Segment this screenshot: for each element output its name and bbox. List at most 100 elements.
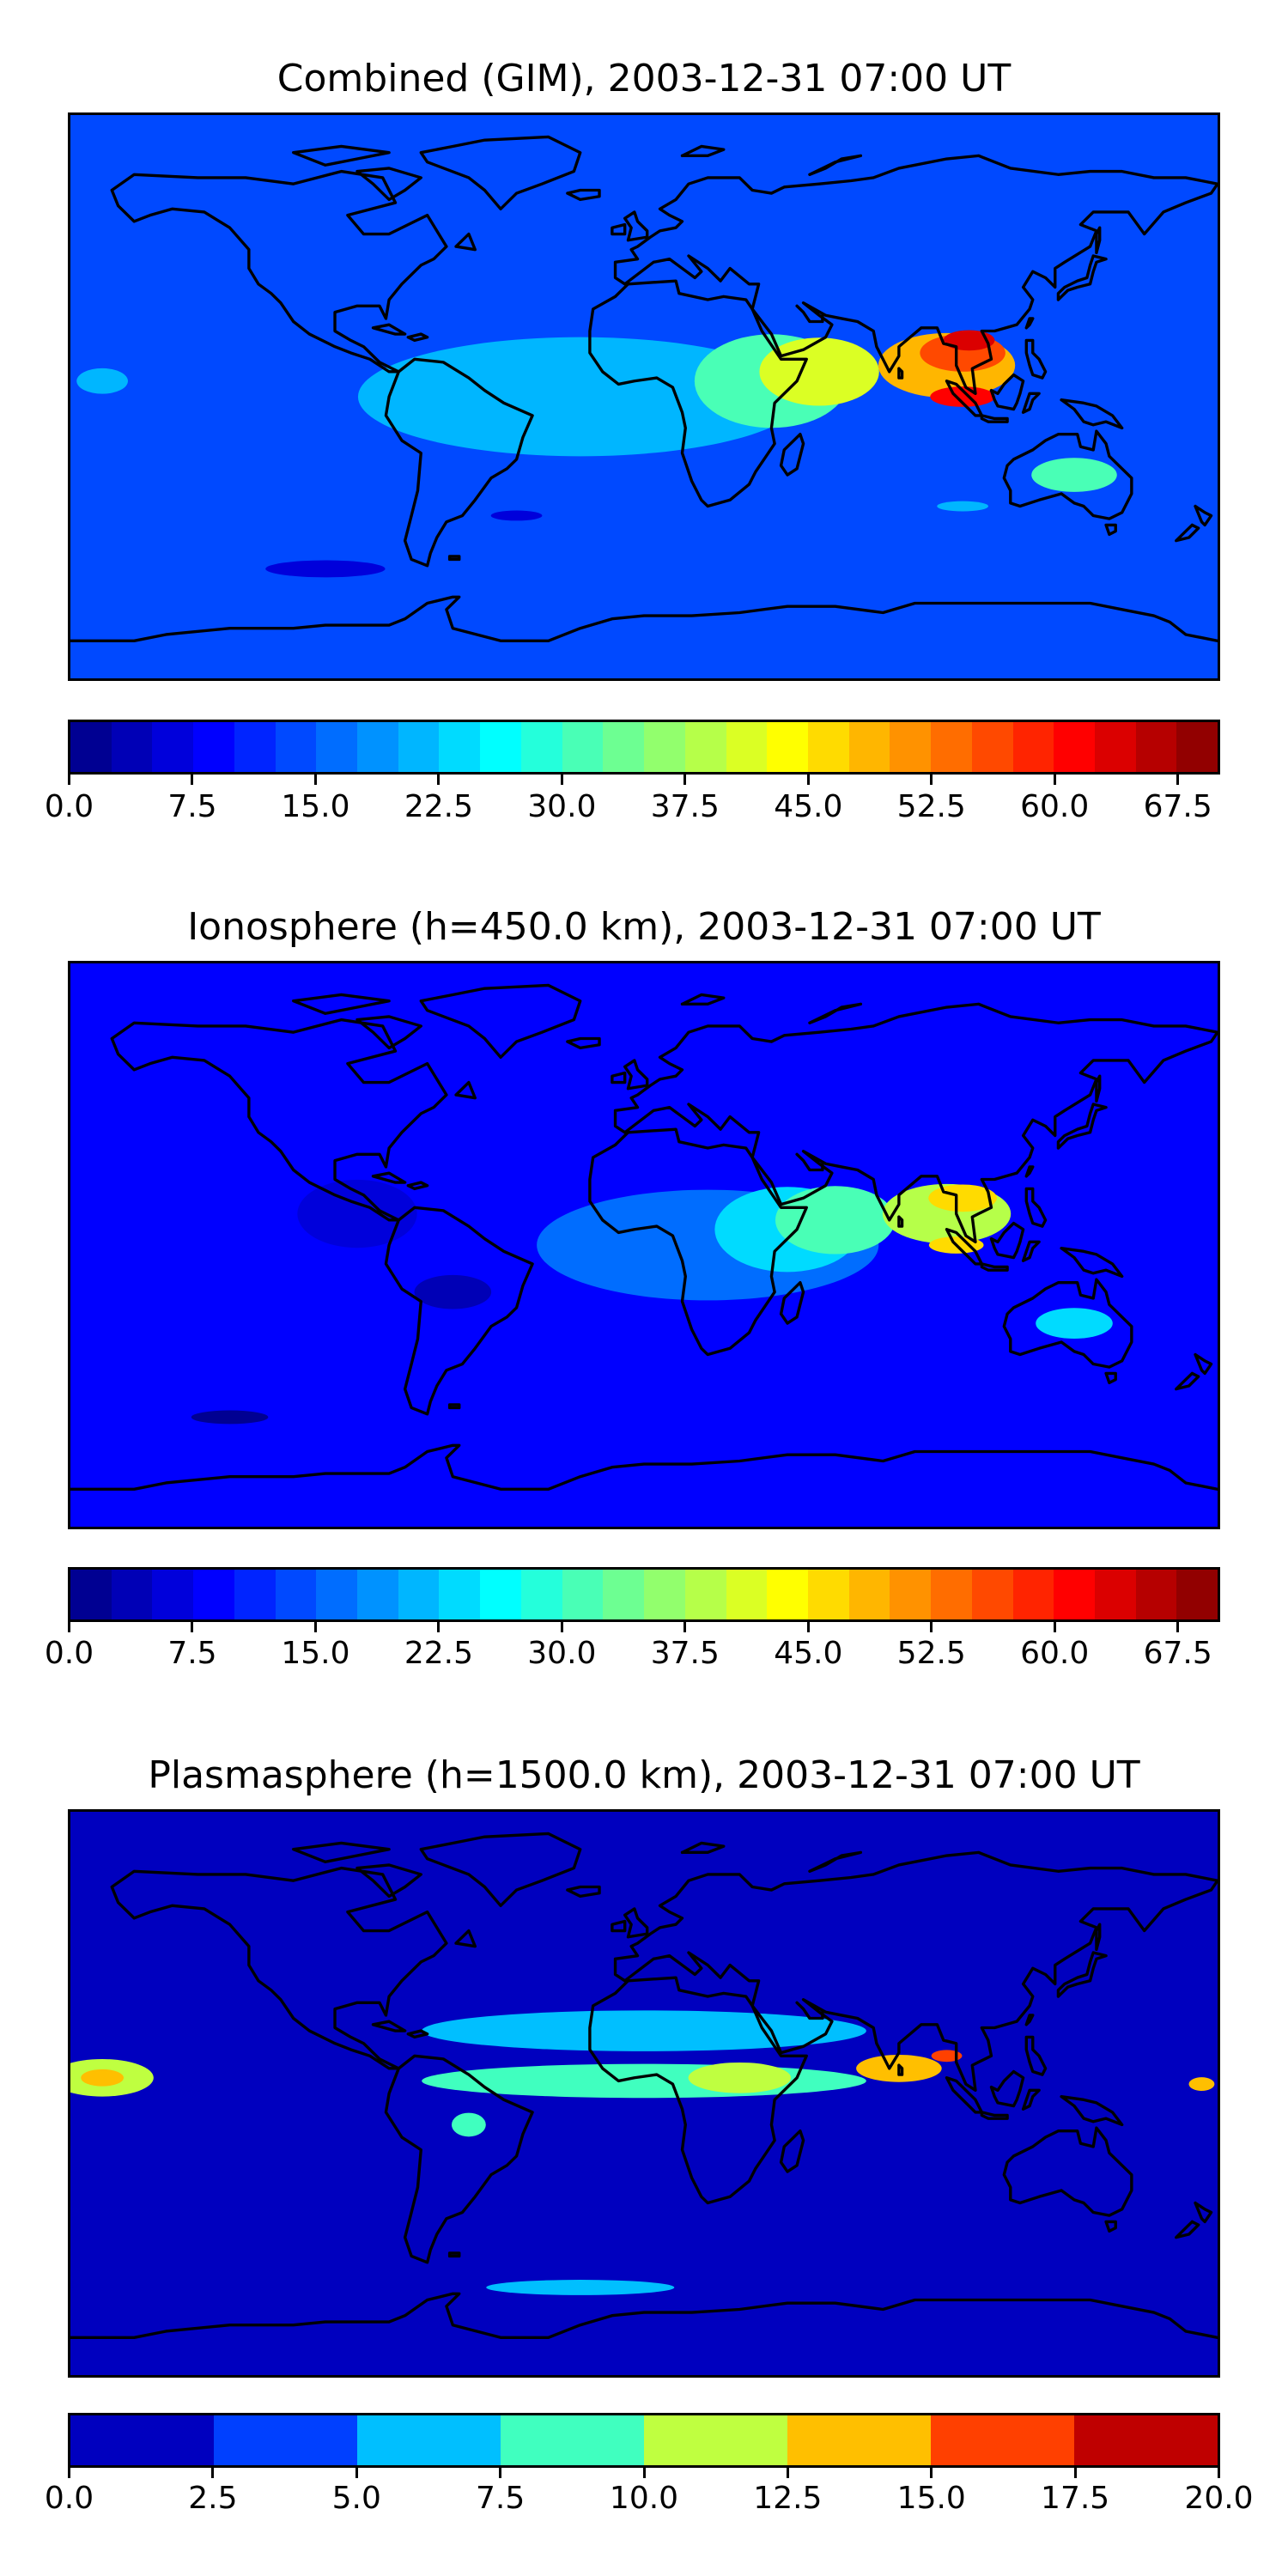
colorbar-segment: [931, 1570, 972, 1619]
colorbar-segment: [726, 722, 768, 772]
coastline-borneo: [989, 2069, 1025, 2108]
colorbar-segment: [316, 722, 358, 772]
colorbar-tick: [191, 1622, 194, 1632]
colorbar-tick: [930, 2468, 933, 2478]
coastline-africa: [588, 279, 808, 508]
coastline-new-zealand-n: [1194, 2201, 1213, 2224]
colorbar-tick-label: 37.5: [650, 789, 720, 824]
coastline-sri-lanka: [897, 1215, 904, 1228]
coastline-sakhalin: [1095, 1923, 1102, 1952]
coastline-philippines: [1024, 2035, 1048, 2076]
colorbar-tick-label: 2.5: [188, 2481, 238, 2516]
coastline-ireland: [611, 1071, 627, 1084]
coastline-ireland: [611, 222, 627, 236]
field-contour-0: [422, 2010, 866, 2051]
colorbar-segment: [520, 1570, 562, 1619]
coastline-hispaniola: [406, 332, 429, 343]
colorbar-segment: [193, 1570, 234, 1619]
coastline-newfoundland: [454, 1929, 477, 1948]
colorbar-segment: [603, 1570, 645, 1619]
field-contour-1: [297, 1179, 417, 1249]
colorbar-segment: [890, 1570, 932, 1619]
coastline-new-zealand-s: [1175, 2220, 1200, 2239]
colorbar-segment: [787, 2415, 931, 2465]
coastline-japan: [1056, 1103, 1108, 1150]
colorbar-segment: [480, 1570, 521, 1619]
coastline-eurasia: [613, 154, 1218, 396]
colorbar-segment: [644, 1570, 685, 1619]
colorbar-tick: [1073, 2468, 1077, 2478]
field-contour-9: [286, 2196, 492, 2210]
coastline-new-zealand-s: [1175, 523, 1200, 543]
colorbar: [68, 1567, 1220, 1622]
colorbar-tick-label: 12.5: [753, 2481, 823, 2516]
coastline-arabia-gulf: [795, 2001, 824, 2020]
colorbar-tick-label: 45.0: [774, 1636, 843, 1671]
coastline-novaya-zemlya: [808, 1002, 863, 1024]
coastline-new-guinea: [1060, 2094, 1124, 2127]
map-svg: [70, 963, 1218, 1527]
coastline-eurasia: [613, 1850, 1218, 2093]
coastline-falklands: [447, 1403, 461, 1410]
colorbar-tick-label: 52.5: [896, 1636, 966, 1671]
coastline-baffin: [355, 167, 422, 202]
colorbar-segment: [848, 1570, 890, 1619]
colorbar-tick-label: 60.0: [1020, 1636, 1090, 1671]
colorbar-segment: [1176, 722, 1218, 772]
coastline-cuba: [371, 1171, 407, 1184]
map-svg: [70, 115, 1218, 678]
coastline-iceland: [566, 1036, 601, 1050]
colorbar-tick: [355, 2468, 358, 2478]
coastline-novaya-zemlya: [808, 1850, 863, 1873]
coastline-australia: [1002, 429, 1133, 520]
colorbar-tick: [642, 2468, 646, 2478]
colorbar-tick-label: 30.0: [527, 1636, 597, 1671]
coastline-sulawesi: [1021, 392, 1041, 414]
coastline-baffin: [355, 1863, 422, 1899]
colorbar-segment: [234, 722, 276, 772]
coastline-japan: [1056, 1951, 1108, 1998]
field-contour-9: [265, 560, 386, 578]
field-contour-7: [1031, 458, 1117, 492]
colorbar-segment: [439, 722, 481, 772]
colorbar-tick: [806, 775, 810, 785]
coastline-madagascar: [779, 433, 805, 477]
colorbar-segment: [520, 722, 562, 772]
colorbar-tick: [68, 1622, 70, 1632]
map-panel: [68, 112, 1220, 681]
coastline-madagascar: [779, 2129, 805, 2173]
field-contour-3: [81, 2069, 124, 2087]
colorbar-segment: [152, 1570, 194, 1619]
colorbar-segment: [1094, 1570, 1136, 1619]
coastline-borneo: [989, 1221, 1025, 1260]
coastline-arabia-gulf: [795, 1152, 824, 1172]
field-contour-11: [937, 501, 988, 512]
colorbar-segment: [807, 1570, 849, 1619]
colorbar-tick: [806, 1622, 810, 1632]
coastline-arctic-islands: [292, 1841, 391, 1863]
colorbar-segment: [214, 2415, 357, 2465]
colorbar-tick: [930, 1622, 933, 1632]
coastline-svalbard: [680, 993, 726, 1006]
coastline-greenland: [419, 983, 582, 1059]
field-contour-8: [1036, 1308, 1113, 1339]
field-contour-4: [775, 1186, 896, 1255]
colorbar-segment: [767, 722, 808, 772]
colorbar-segment: [562, 1570, 604, 1619]
colorbar-segment: [644, 722, 685, 772]
coastline-africa: [588, 1976, 808, 2205]
coastline-newfoundland: [454, 232, 477, 252]
coastline-new-zealand-n: [1194, 504, 1213, 527]
colorbar-tick-label: 52.5: [896, 789, 966, 824]
coastline-taiwan: [1024, 1165, 1035, 1178]
map-panel: [68, 1809, 1220, 2378]
colorbar-tick-label: 67.5: [1143, 1636, 1212, 1671]
colorbar-segment: [1135, 1570, 1177, 1619]
colorbar-tick-label: 15.0: [896, 2481, 966, 2516]
colorbar-segment: [1094, 722, 1136, 772]
coastline-cuba: [371, 2020, 407, 2032]
coastline-uk: [623, 1059, 649, 1091]
coastline-cuba: [371, 323, 407, 336]
colorbar-tick: [683, 1622, 687, 1632]
colorbar-tick: [683, 775, 687, 785]
